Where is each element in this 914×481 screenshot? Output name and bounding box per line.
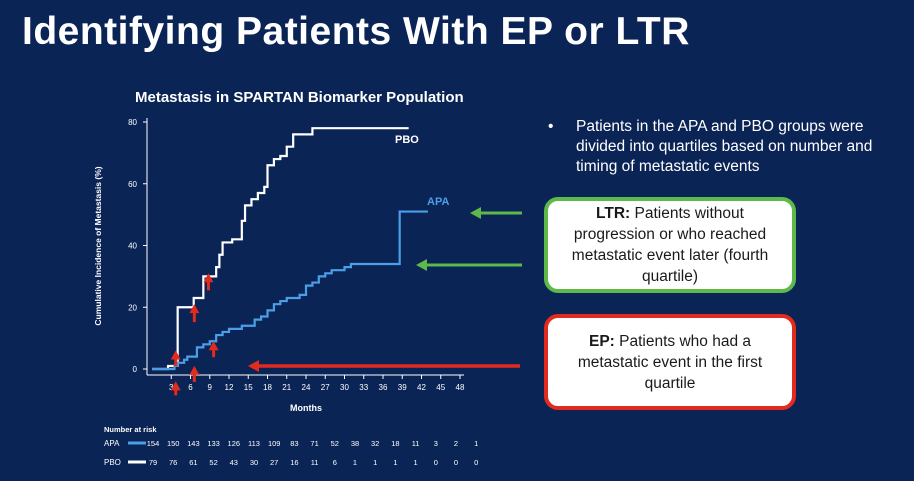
red-arrow-early-events-head [248, 360, 259, 372]
risk-count-apa: 2 [454, 439, 458, 448]
x-tick-label: 48 [456, 383, 465, 392]
risk-count-pbo: 1 [393, 458, 397, 467]
risk-count-apa: 1 [474, 439, 478, 448]
x-tick-label: 6 [188, 383, 193, 392]
x-tick-label: 45 [436, 383, 445, 392]
x-tick-label: 27 [321, 383, 330, 392]
series-pbo-line [152, 127, 409, 371]
x-tick-label: 33 [359, 383, 368, 392]
y-axis-label: Cumulative Incidence of Metastasis (%) [93, 166, 103, 325]
risk-count-apa: 133 [207, 439, 220, 448]
ltr-callout-content: LTR: Patients without progression or who… [560, 203, 780, 287]
bullet-dot-icon: • [548, 118, 554, 135]
risk-count-apa: 18 [391, 439, 399, 448]
risk-count-pbo: 0 [474, 458, 478, 467]
pbo-series-label: PBO [395, 134, 419, 146]
x-tick-label: 15 [244, 383, 253, 392]
y-tick-label: 0 [133, 365, 138, 374]
series-apa-line [152, 210, 428, 371]
risk-count-pbo: 76 [169, 458, 177, 467]
risk-count-pbo: 6 [333, 458, 337, 467]
ep-label: EP: [589, 332, 615, 350]
x-tick-label: 18 [263, 383, 272, 392]
green-arrow-apa-end-head [470, 207, 481, 219]
red-arrow-apa-1-head [170, 381, 181, 391]
risk-count-pbo: 1 [414, 458, 418, 467]
risk-count-apa: 11 [412, 439, 420, 448]
apa-series-label: APA [427, 196, 449, 208]
risk-count-apa: 109 [268, 439, 281, 448]
y-tick-label: 60 [128, 180, 137, 189]
risk-count-apa: 143 [187, 439, 200, 448]
x-tick-label: 21 [282, 383, 291, 392]
risk-count-pbo: 79 [149, 458, 157, 467]
y-tick-label: 80 [128, 118, 137, 127]
y-tick-label: 40 [128, 242, 137, 251]
risk-count-apa: 126 [228, 439, 241, 448]
risk-count-apa: 3 [434, 439, 438, 448]
x-tick-label: 24 [302, 383, 311, 392]
ep-text: Patients who had a metastatic event in t… [577, 332, 763, 392]
ltr-callout-box: LTR: Patients without progression or who… [544, 197, 796, 293]
risk-count-pbo: 61 [189, 458, 197, 467]
ep-callout-box: EP: Patients who had a metastatic event … [544, 314, 796, 410]
risk-row-label-apa: APA [104, 439, 120, 448]
red-arrow-apa-2-head [189, 365, 200, 375]
risk-count-pbo: 27 [270, 458, 278, 467]
risk-count-apa: 71 [310, 439, 318, 448]
x-axis-label: Months [290, 403, 322, 413]
risk-count-apa: 154 [147, 439, 160, 448]
risk-count-pbo: 52 [209, 458, 217, 467]
risk-count-pbo: 0 [434, 458, 438, 467]
red-arrow-apa-3-head [208, 341, 219, 351]
ltr-text: Patients without progression or who reac… [571, 205, 769, 285]
slide-title: Identifying Patients With EP or LTR [22, 10, 690, 53]
red-arrow-pbo-3-head [203, 273, 214, 283]
risk-count-pbo: 43 [230, 458, 238, 467]
red-arrow-pbo-1-head [170, 350, 181, 360]
x-tick-label: 12 [225, 383, 234, 392]
x-tick-label: 30 [340, 383, 349, 392]
risk-count-pbo: 16 [290, 458, 298, 467]
risk-count-apa: 52 [331, 439, 339, 448]
risk-count-apa: 83 [290, 439, 298, 448]
x-tick-label: 42 [417, 383, 426, 392]
risk-count-apa: 32 [371, 439, 379, 448]
ltr-label: LTR: [596, 205, 631, 222]
chart-title: Metastasis in SPARTAN Biomarker Populati… [135, 89, 464, 106]
y-tick-label: 20 [128, 303, 137, 312]
risk-count-pbo: 0 [454, 458, 458, 467]
risk-count-apa: 38 [351, 439, 359, 448]
risk-row-label-pbo: PBO [104, 458, 121, 467]
bullet-text: Patients in the APA and PBO groups were … [576, 118, 873, 175]
risk-count-pbo: 11 [311, 458, 319, 467]
risk-count-pbo: 1 [353, 458, 357, 467]
x-tick-label: 9 [208, 383, 213, 392]
x-tick-label: 36 [379, 383, 388, 392]
x-tick-label: 39 [398, 383, 407, 392]
bullet-point: • Patients in the APA and PBO groups wer… [548, 117, 898, 177]
risk-count-pbo: 1 [373, 458, 377, 467]
ep-callout-content: EP: Patients who had a metastatic event … [560, 331, 780, 394]
risk-count-apa: 150 [167, 439, 180, 448]
risk-count-apa: 113 [248, 439, 260, 448]
risk-count-pbo: 30 [250, 458, 258, 467]
green-arrow-apa-plateau-head [416, 259, 427, 271]
number-at-risk-title: Number at risk [104, 425, 157, 434]
x-tick-label: 3 [169, 383, 174, 392]
red-arrow-pbo-2-head [189, 304, 200, 314]
